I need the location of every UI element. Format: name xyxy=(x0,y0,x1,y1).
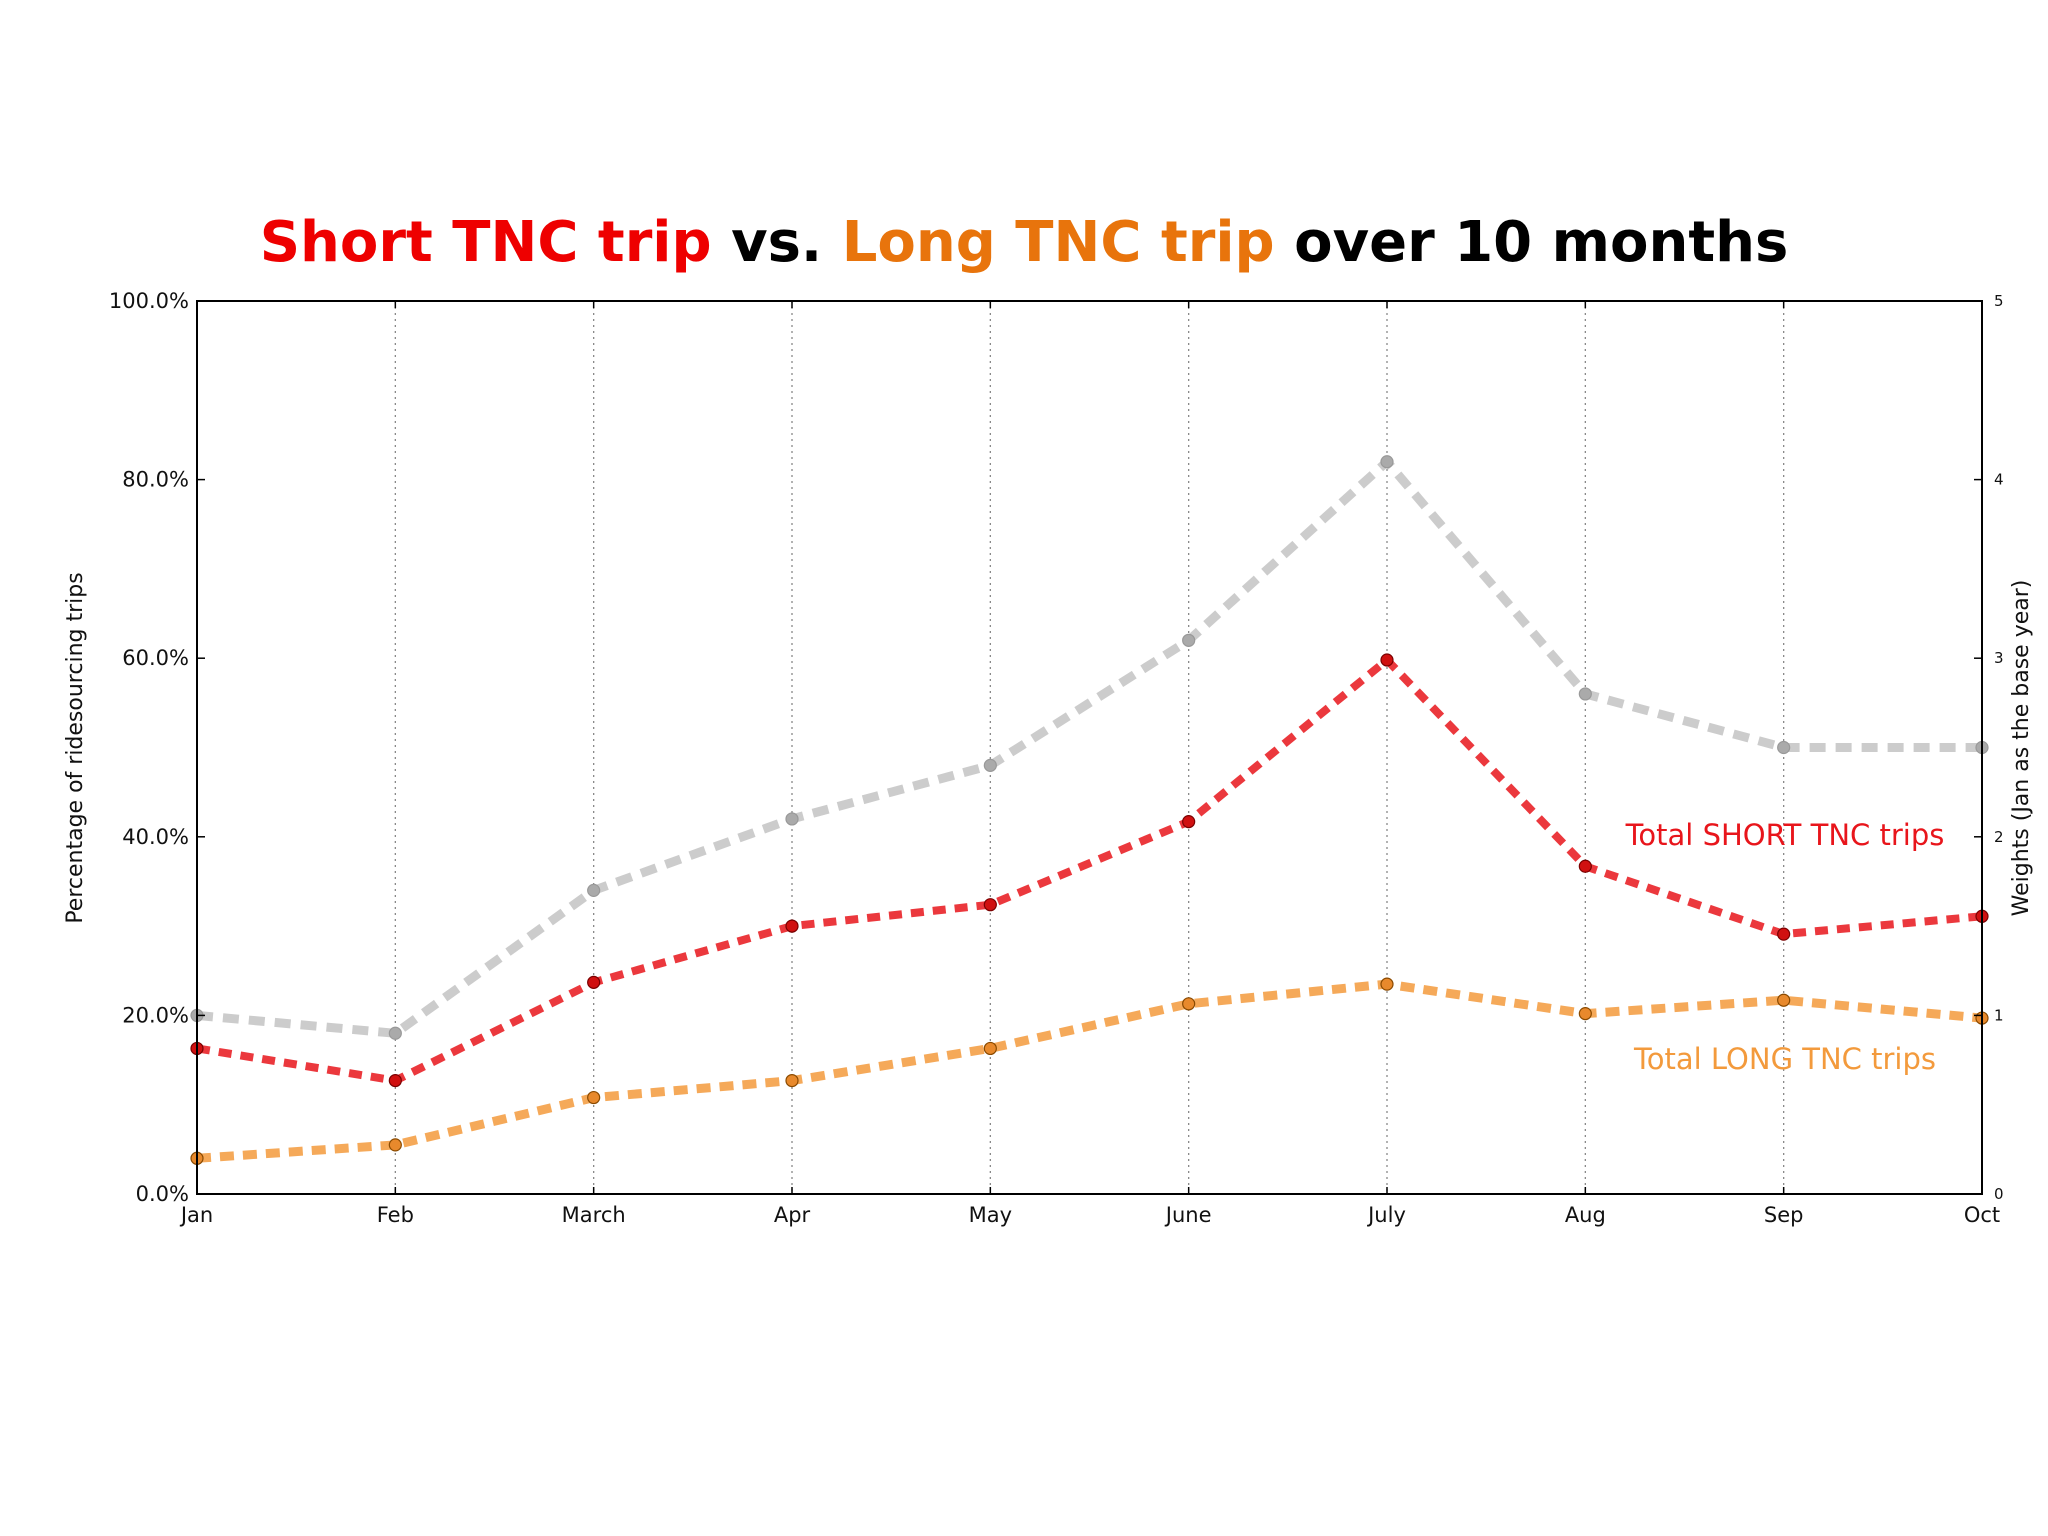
y2-tick-label: 4 xyxy=(1994,471,2004,489)
x-tick-label: Apr xyxy=(774,1203,811,1227)
legend-short-label: Total SHORT TNC trips xyxy=(1625,818,1945,852)
y2-tick-label: 3 xyxy=(1994,649,2004,667)
y-tick-label: 0.0% xyxy=(136,1182,189,1206)
data-point-long xyxy=(587,1090,601,1105)
data-point-short xyxy=(1380,653,1394,667)
axis-ticks: Jan Feb March Apr May June July Aug Sep Oct0.0%20… xyxy=(109,289,2004,1227)
data-point-short xyxy=(983,898,997,912)
x-tick-label: Jan xyxy=(179,1203,213,1227)
chart-title: Short TNC trip vs. Long TNC trip over 10… xyxy=(0,208,2048,278)
x-tick-label: May xyxy=(969,1203,1012,1227)
y-tick-label: 60.0% xyxy=(122,646,189,670)
data-point-total xyxy=(587,883,601,897)
title-tail-part: over 10 months xyxy=(1274,210,1789,275)
y-tick-label: 80.0% xyxy=(122,468,189,492)
legend-long-label: Total LONG TNC trips xyxy=(1633,1042,1936,1076)
data-point-total xyxy=(983,758,997,772)
data-point-long xyxy=(1777,993,1791,1007)
grid-lines xyxy=(394,301,1785,1194)
plot-frame xyxy=(196,300,1983,1195)
x-tick-label: Aug xyxy=(1565,1203,1606,1227)
y2-axis-label: Weights (Jan as the base year) xyxy=(2009,580,2034,917)
data-point-short xyxy=(587,975,601,989)
x-tick-label: Feb xyxy=(377,1203,414,1227)
data-point-long xyxy=(983,1041,997,1056)
series-line-short xyxy=(196,654,1983,1085)
x-tick-label: March xyxy=(562,1203,626,1227)
y-axis-label: Percentage of ridesourcing trips xyxy=(63,572,88,923)
data-point-short xyxy=(1777,927,1791,941)
series-line-long xyxy=(196,979,1983,1163)
title-vs-part: vs. xyxy=(711,210,842,275)
title-long-part: Long TNC trip xyxy=(841,210,1275,275)
data-point-short xyxy=(388,1073,402,1088)
data-point-long xyxy=(1182,997,1196,1011)
x-tick-label: Sep xyxy=(1764,1203,1804,1227)
data-point-long xyxy=(1380,977,1394,991)
title-short-part: Short TNC trip xyxy=(259,210,712,275)
x-tick-label: July xyxy=(1366,1203,1406,1227)
data-point-total xyxy=(1777,740,1791,755)
y2-tick-label: 0 xyxy=(1994,1185,2004,1203)
data-point-short xyxy=(1182,815,1196,829)
data-point-total xyxy=(388,1026,402,1040)
series-line-total xyxy=(196,455,1982,1038)
data-point-total xyxy=(1380,455,1394,469)
data-point-long xyxy=(1578,1007,1592,1021)
y-tick-label: 20.0% xyxy=(122,1003,189,1027)
data-point-total xyxy=(785,812,799,826)
x-tick-label: June xyxy=(1164,1203,1212,1227)
data-point-short xyxy=(785,919,799,933)
y-tick-label: 40.0% xyxy=(122,825,189,849)
x-tick-label: Oct xyxy=(1964,1203,2000,1227)
series-lines xyxy=(196,455,1983,1163)
y2-tick-label: 2 xyxy=(1994,828,2004,846)
y2-tick-label: 5 xyxy=(1994,292,2004,310)
y2-tick-label: 1 xyxy=(1994,1006,2004,1024)
data-point-long xyxy=(388,1138,402,1152)
y-tick-label: 100.0% xyxy=(109,289,189,313)
data-point-total xyxy=(1182,633,1196,647)
data-point-total xyxy=(1578,687,1592,701)
data-point-long xyxy=(785,1073,799,1088)
data-point-short xyxy=(1578,859,1592,873)
